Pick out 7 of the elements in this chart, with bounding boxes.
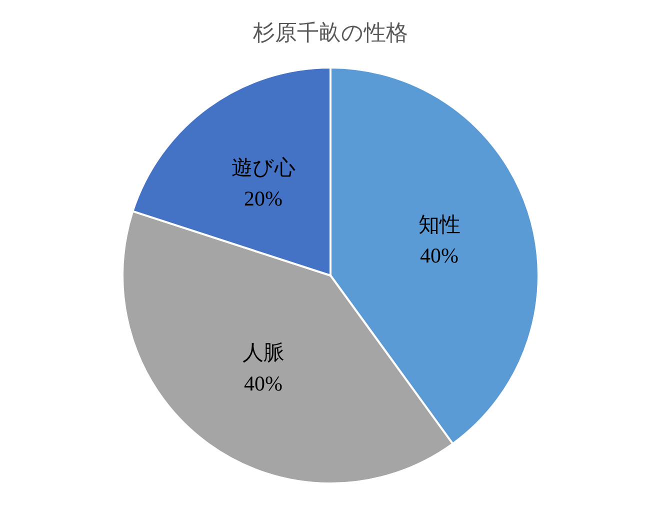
data-label: 20% [244,186,283,211]
slice-label: 知性 [418,212,460,237]
data-label: 40% [244,372,283,396]
data-label: 40% [420,244,459,268]
chart-title: 杉原千畝の性格 [252,20,408,45]
slice-label: 人脈 [242,340,284,364]
slice-label: 遊び心 [231,155,296,180]
